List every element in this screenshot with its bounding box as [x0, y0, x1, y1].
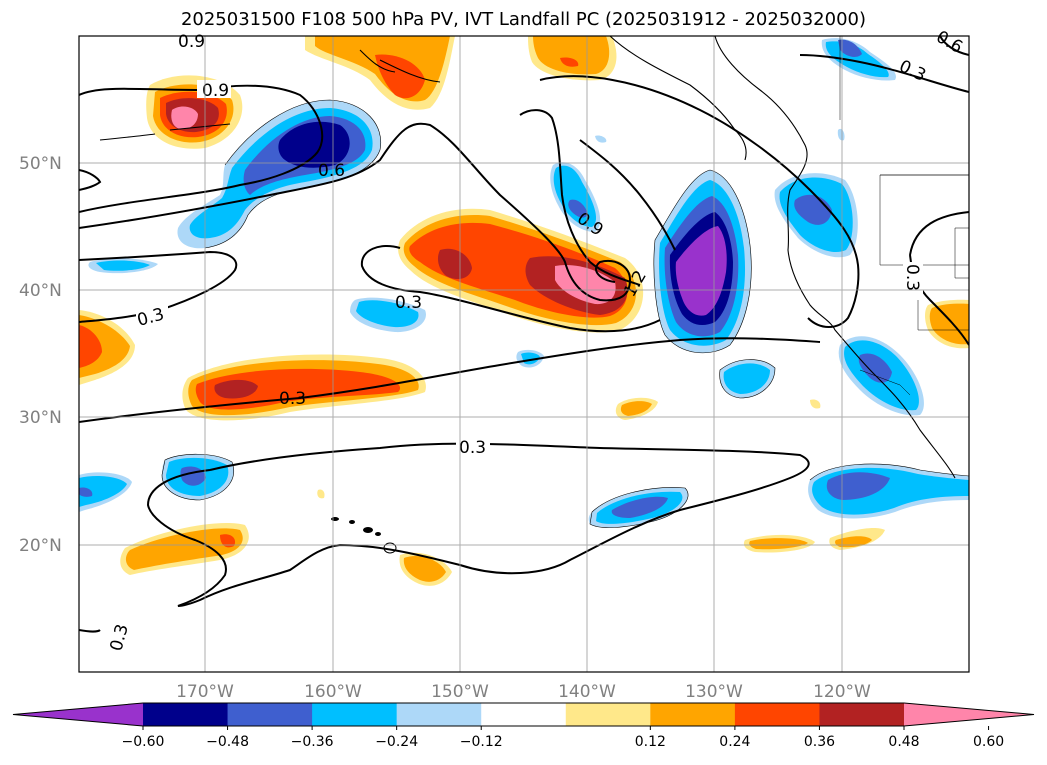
anomaly-20n-hawaii [399, 552, 452, 586]
contour-label: 0.9 [202, 81, 229, 101]
colorbar-tick-label: 0.60 [973, 734, 1004, 750]
colorbar-tick-label: 0.36 [804, 734, 835, 750]
colorbar-segment [143, 703, 229, 726]
colorbar-extend-min [13, 703, 143, 726]
anomaly-small-30n [317, 397, 821, 499]
lon-label: 150°W [431, 682, 489, 702]
colorbar-segment [819, 703, 905, 726]
colorbar-segment [481, 703, 567, 726]
lat-label: 40°N [19, 281, 62, 301]
anomaly-20n-east [743, 527, 885, 553]
gridlines [79, 36, 969, 672]
contour-label: 0.3 [279, 389, 306, 409]
colorbar-segment [650, 703, 736, 726]
colorbar-segment [396, 703, 482, 726]
contour-label: 0.6 [318, 161, 345, 181]
colorbar-tick-label: −0.36 [291, 734, 334, 750]
contour-label: 0.9 [178, 32, 205, 52]
colorbar-tick-label: −0.48 [206, 734, 249, 750]
colorbar-tick-label: −0.60 [122, 734, 165, 750]
coastlines [99, 36, 969, 479]
colorbar-segment [734, 703, 820, 726]
colorbar: −0.60 −0.48 −0.36 −0.24 −0.12 0.12 0.24 0.36 0.4… [12, 702, 1035, 750]
anomaly-west-edge [79, 310, 135, 385]
colorbar-tick-label: 0.12 [635, 734, 666, 750]
anomaly-small-blue-west [88, 135, 607, 368]
colorbar-tick-label: 0.24 [719, 734, 750, 750]
colorbar-tick-label: 0.48 [888, 734, 919, 750]
lon-label: 140°W [558, 682, 616, 702]
map-title: 2025031500 F108 500 hPa PV, IVT Landfall… [180, 9, 867, 30]
contour-label: 0.3 [902, 264, 922, 291]
anomaly-baja-trough [719, 336, 924, 416]
colorbar-tick-label: −0.24 [375, 734, 418, 750]
lon-label: 120°W [813, 682, 871, 702]
anomaly-gulf-alaska-north [528, 36, 617, 81]
lon-label: 130°W [685, 682, 743, 702]
anomaly-gulf-alaska-trough [177, 100, 381, 249]
lon-label: 170°W [176, 682, 234, 702]
colorbar-segment [565, 703, 651, 726]
map-frame [78, 35, 970, 673]
latitude-labels: 50°N 40°N 30°N 20°N [19, 154, 62, 556]
anomaly-central-trough [550, 162, 752, 353]
lat-label: 50°N [19, 154, 62, 174]
anomaly-20n-west [120, 522, 249, 575]
anomaly-subtropical-troughs [79, 454, 969, 528]
contour-label: 0.3 [395, 293, 422, 313]
colorbar-extend-max [904, 703, 1034, 726]
lon-label: 160°W [304, 682, 362, 702]
colorbar-segment [312, 703, 398, 726]
colorbar-tick-label: −0.12 [460, 734, 503, 750]
shaded-fields [79, 36, 969, 633]
anomaly-baja-east [925, 299, 969, 349]
contour-label: 0.3 [459, 438, 486, 458]
longitude-labels: 170°W 160°W 150°W 140°W 130°W 120°W [176, 682, 871, 702]
anomaly-subtropical-band [182, 354, 426, 421]
shade-outlines [161, 99, 969, 528]
lat-label: 20°N [19, 536, 62, 556]
lat-label: 30°N [19, 408, 62, 428]
colorbar-segment [227, 703, 313, 726]
